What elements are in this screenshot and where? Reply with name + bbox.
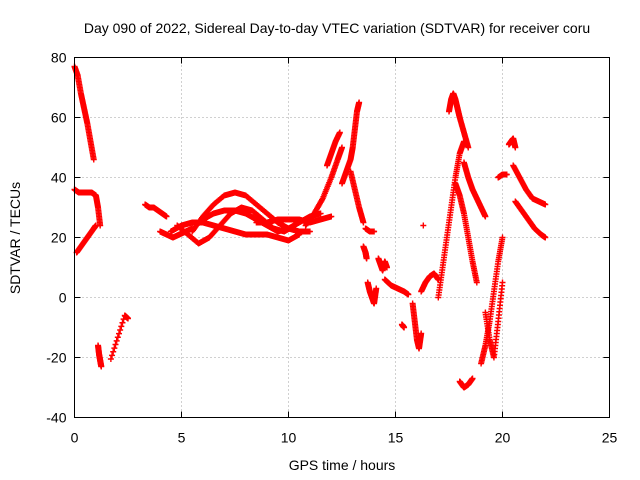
series-cluster-6 xyxy=(381,276,412,298)
x-axis-title: GPS time / hours xyxy=(289,457,396,473)
y-tick-label: 60 xyxy=(51,110,67,126)
data-point xyxy=(117,327,124,333)
series-wave-3 xyxy=(167,219,303,244)
series-early-35 xyxy=(71,186,104,229)
series-fall-to-5 xyxy=(452,180,480,286)
data-point xyxy=(119,319,126,326)
series-near-23 xyxy=(362,225,378,235)
series-fall-35 xyxy=(460,159,489,220)
series-near-41 xyxy=(495,171,510,181)
series-v-shape xyxy=(478,234,506,367)
series-early-rise xyxy=(73,222,99,256)
data-point xyxy=(115,330,122,337)
data-point xyxy=(306,228,313,235)
series-v-shape-2 xyxy=(482,279,506,361)
y-tick-label: 80 xyxy=(51,50,67,66)
y-tick-label: -20 xyxy=(46,350,66,366)
data-point xyxy=(401,324,408,331)
series-decline-20 xyxy=(512,198,549,241)
y-tick-label: 0 xyxy=(59,290,67,306)
series-early-high-arc xyxy=(71,63,97,163)
x-tick-label: 25 xyxy=(602,430,618,446)
series-steep-68 xyxy=(435,138,467,301)
data-point xyxy=(499,234,506,241)
data-point xyxy=(98,363,105,370)
y-tick-label: -40 xyxy=(46,410,66,426)
x-tick-label: 10 xyxy=(281,430,297,446)
data-point xyxy=(512,144,519,151)
data-point xyxy=(499,279,506,286)
data-point xyxy=(356,99,363,106)
data-point xyxy=(109,352,116,359)
data-point xyxy=(118,323,125,330)
data-point xyxy=(114,334,121,341)
series-neg-10 xyxy=(398,321,408,331)
data-point xyxy=(90,156,97,163)
series-near-52 xyxy=(505,135,519,151)
y-axis-title: SDTVAR / TECUs xyxy=(7,182,23,294)
data-point xyxy=(336,129,343,136)
data-point xyxy=(473,279,480,286)
series-peak-68 xyxy=(446,90,472,151)
data-point xyxy=(420,222,427,229)
chart-title: Day 090 of 2022, Sidereal Day-to-day VTE… xyxy=(84,20,590,36)
data-point xyxy=(383,264,390,271)
data-point xyxy=(363,255,370,262)
series-iso-24 xyxy=(420,222,427,229)
series-early-negative xyxy=(95,342,105,370)
series-drop-15 xyxy=(360,243,370,262)
data-point xyxy=(503,171,510,178)
series-descend-30 xyxy=(347,168,367,226)
data-point xyxy=(469,375,476,382)
series-cluster-12 xyxy=(375,255,390,274)
grid-layer xyxy=(74,57,610,418)
data-point xyxy=(373,285,380,292)
data-point xyxy=(405,291,412,298)
data-point xyxy=(542,234,549,241)
data-point xyxy=(418,330,425,337)
data-point xyxy=(328,213,335,220)
data-point xyxy=(339,144,345,151)
series-rise-8 xyxy=(418,270,442,295)
tick-layer: 0 5 10 15 20 25 -40 -20 0 20 40 60 80 xyxy=(46,50,617,446)
data-point xyxy=(112,341,119,348)
data-point xyxy=(542,201,549,208)
x-tick-label: 0 xyxy=(71,430,79,446)
series-decline-30 xyxy=(510,162,549,208)
series-isolated xyxy=(107,312,131,362)
data-point xyxy=(465,144,472,151)
x-tick-label: 15 xyxy=(388,430,404,446)
series-steep-55 xyxy=(324,129,343,169)
series-v-drop xyxy=(409,300,425,352)
data-point xyxy=(371,228,378,235)
data-point xyxy=(317,210,324,217)
x-tick-label: 20 xyxy=(495,430,511,446)
y-tick-label: 40 xyxy=(51,170,67,186)
data-point xyxy=(92,222,99,229)
series-dip-zero xyxy=(364,279,380,307)
data-point xyxy=(107,356,114,362)
data-point xyxy=(125,315,131,322)
series-plateau-31 xyxy=(142,201,170,220)
data-point xyxy=(110,348,117,355)
data-point xyxy=(113,337,120,344)
data-point xyxy=(482,213,489,220)
series-spike-65 xyxy=(339,99,363,187)
points-layer xyxy=(71,63,549,391)
series-deep-neg xyxy=(456,375,476,391)
data-point xyxy=(296,231,303,238)
x-tick-label: 5 xyxy=(178,430,186,446)
data-point xyxy=(163,213,170,220)
data-point xyxy=(360,219,367,226)
y-tick-label: 20 xyxy=(51,230,67,246)
data-point xyxy=(111,345,118,352)
series-rise-to-50 xyxy=(302,144,345,229)
